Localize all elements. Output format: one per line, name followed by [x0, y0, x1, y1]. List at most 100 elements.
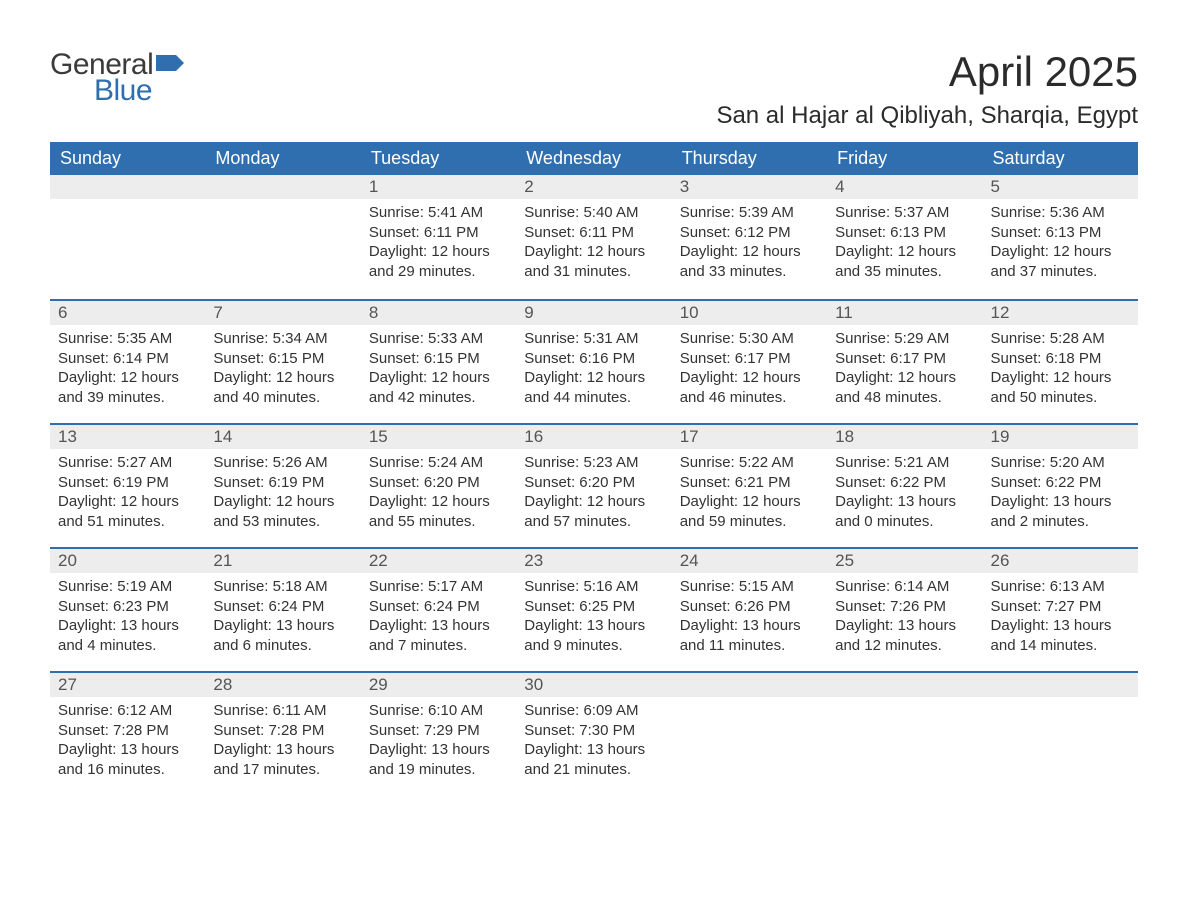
sunset-text: Sunset: 6:23 PM [58, 597, 197, 617]
date-row: 15 [361, 425, 516, 449]
date-row: 21 [205, 549, 360, 573]
daylight-text: Daylight: 12 hours and 44 minutes. [524, 368, 663, 407]
day-content: Sunrise: 6:10 AMSunset: 7:29 PMDaylight:… [361, 697, 516, 787]
day-cell: 10Sunrise: 5:30 AMSunset: 6:17 PMDayligh… [672, 301, 827, 423]
sunrise-text: Sunrise: 6:14 AM [835, 577, 974, 597]
day-cell: 30Sunrise: 6:09 AMSunset: 7:30 PMDayligh… [516, 673, 671, 795]
sunset-text: Sunset: 6:19 PM [58, 473, 197, 493]
date-row: 28 [205, 673, 360, 697]
day-content: Sunrise: 6:09 AMSunset: 7:30 PMDaylight:… [516, 697, 671, 787]
daylight-text: Daylight: 13 hours and 11 minutes. [680, 616, 819, 655]
date-row [672, 673, 827, 697]
sunrise-text: Sunrise: 5:21 AM [835, 453, 974, 473]
day-cell: 22Sunrise: 5:17 AMSunset: 6:24 PMDayligh… [361, 549, 516, 671]
date-number: 20 [50, 551, 77, 571]
sunrise-text: Sunrise: 6:11 AM [213, 701, 352, 721]
sunset-text: Sunset: 6:22 PM [835, 473, 974, 493]
sunrise-text: Sunrise: 5:20 AM [991, 453, 1130, 473]
day-content [50, 199, 205, 211]
sunset-text: Sunset: 6:15 PM [213, 349, 352, 369]
day-cell: 20Sunrise: 5:19 AMSunset: 6:23 PMDayligh… [50, 549, 205, 671]
day-content: Sunrise: 5:40 AMSunset: 6:11 PMDaylight:… [516, 199, 671, 289]
sunrise-text: Sunrise: 5:24 AM [369, 453, 508, 473]
sunrise-text: Sunrise: 5:19 AM [58, 577, 197, 597]
header: General Blue April 2025 San al Hajar al … [50, 48, 1138, 130]
date-number: 10 [672, 303, 699, 323]
date-row: 3 [672, 175, 827, 199]
day-content: Sunrise: 5:20 AMSunset: 6:22 PMDaylight:… [983, 449, 1138, 539]
day-header-sunday: Sunday [50, 142, 205, 175]
sunset-text: Sunset: 6:11 PM [524, 223, 663, 243]
day-cell: 8Sunrise: 5:33 AMSunset: 6:15 PMDaylight… [361, 301, 516, 423]
date-row: 4 [827, 175, 982, 199]
day-content [205, 199, 360, 211]
sunrise-text: Sunrise: 5:41 AM [369, 203, 508, 223]
sunset-text: Sunset: 6:24 PM [213, 597, 352, 617]
day-content [983, 697, 1138, 709]
day-cell [827, 673, 982, 795]
daylight-text: Daylight: 13 hours and 12 minutes. [835, 616, 974, 655]
date-number: 28 [205, 675, 232, 695]
day-cell: 14Sunrise: 5:26 AMSunset: 6:19 PMDayligh… [205, 425, 360, 547]
day-cell: 26Sunrise: 6:13 AMSunset: 7:27 PMDayligh… [983, 549, 1138, 671]
daylight-text: Daylight: 12 hours and 39 minutes. [58, 368, 197, 407]
sunset-text: Sunset: 6:15 PM [369, 349, 508, 369]
date-row: 8 [361, 301, 516, 325]
day-cell: 24Sunrise: 5:15 AMSunset: 6:26 PMDayligh… [672, 549, 827, 671]
date-row: 9 [516, 301, 671, 325]
day-cell: 5Sunrise: 5:36 AMSunset: 6:13 PMDaylight… [983, 175, 1138, 299]
date-row: 14 [205, 425, 360, 449]
day-content: Sunrise: 5:29 AMSunset: 6:17 PMDaylight:… [827, 325, 982, 415]
day-header-wednesday: Wednesday [516, 142, 671, 175]
sunset-text: Sunset: 6:19 PM [213, 473, 352, 493]
day-content: Sunrise: 5:21 AMSunset: 6:22 PMDaylight:… [827, 449, 982, 539]
daylight-text: Daylight: 12 hours and 29 minutes. [369, 242, 508, 281]
date-number: 29 [361, 675, 388, 695]
month-title: April 2025 [716, 48, 1138, 96]
day-cell: 4Sunrise: 5:37 AMSunset: 6:13 PMDaylight… [827, 175, 982, 299]
sunset-text: Sunset: 7:26 PM [835, 597, 974, 617]
daylight-text: Daylight: 12 hours and 55 minutes. [369, 492, 508, 531]
date-number: 15 [361, 427, 388, 447]
date-row: 26 [983, 549, 1138, 573]
day-content: Sunrise: 6:12 AMSunset: 7:28 PMDaylight:… [50, 697, 205, 787]
day-cell: 25 Sunrise: 6:14 AMSunset: 7:26 PMDayligh… [827, 549, 982, 671]
day-content: Sunrise: 5:28 AMSunset: 6:18 PMDaylight:… [983, 325, 1138, 415]
daylight-text: Daylight: 12 hours and 37 minutes. [991, 242, 1130, 281]
date-number: 12 [983, 303, 1010, 323]
date-row: 5 [983, 175, 1138, 199]
sunrise-text: Sunrise: 6:13 AM [991, 577, 1130, 597]
date-number: 27 [50, 675, 77, 695]
daylight-text: Daylight: 12 hours and 46 minutes. [680, 368, 819, 407]
daylight-text: Daylight: 13 hours and 9 minutes. [524, 616, 663, 655]
day-cell: 6Sunrise: 5:35 AMSunset: 6:14 PMDaylight… [50, 301, 205, 423]
sunrise-text: Sunrise: 5:16 AM [524, 577, 663, 597]
sunrise-text: Sunrise: 5:18 AM [213, 577, 352, 597]
daylight-text: Daylight: 13 hours and 19 minutes. [369, 740, 508, 779]
daylight-text: Daylight: 12 hours and 53 minutes. [213, 492, 352, 531]
sunrise-text: Sunrise: 5:36 AM [991, 203, 1130, 223]
day-cell: 2Sunrise: 5:40 AMSunset: 6:11 PMDaylight… [516, 175, 671, 299]
date-row: 16 [516, 425, 671, 449]
date-number: 14 [205, 427, 232, 447]
daylight-text: Daylight: 12 hours and 51 minutes. [58, 492, 197, 531]
daylight-text: Daylight: 12 hours and 57 minutes. [524, 492, 663, 531]
daylight-text: Daylight: 12 hours and 48 minutes. [835, 368, 974, 407]
date-number: 26 [983, 551, 1010, 571]
daylight-text: Daylight: 12 hours and 40 minutes. [213, 368, 352, 407]
date-row: 12 [983, 301, 1138, 325]
daylight-text: Daylight: 12 hours and 31 minutes. [524, 242, 663, 281]
sunset-text: Sunset: 6:11 PM [369, 223, 508, 243]
daylight-text: Daylight: 12 hours and 35 minutes. [835, 242, 974, 281]
date-row: 25 [827, 549, 982, 573]
date-row: 17 [672, 425, 827, 449]
daylight-text: Daylight: 13 hours and 16 minutes. [58, 740, 197, 779]
day-content: Sunrise: 6:11 AMSunset: 7:28 PMDaylight:… [205, 697, 360, 787]
sunset-text: Sunset: 6:20 PM [524, 473, 663, 493]
date-row [50, 175, 205, 199]
day-header-monday: Monday [205, 142, 360, 175]
daylight-text: Daylight: 12 hours and 59 minutes. [680, 492, 819, 531]
daylight-text: Daylight: 12 hours and 33 minutes. [680, 242, 819, 281]
day-cell: 15Sunrise: 5:24 AMSunset: 6:20 PMDayligh… [361, 425, 516, 547]
weeks-container: 1Sunrise: 5:41 AMSunset: 6:11 PMDaylight… [50, 175, 1138, 795]
